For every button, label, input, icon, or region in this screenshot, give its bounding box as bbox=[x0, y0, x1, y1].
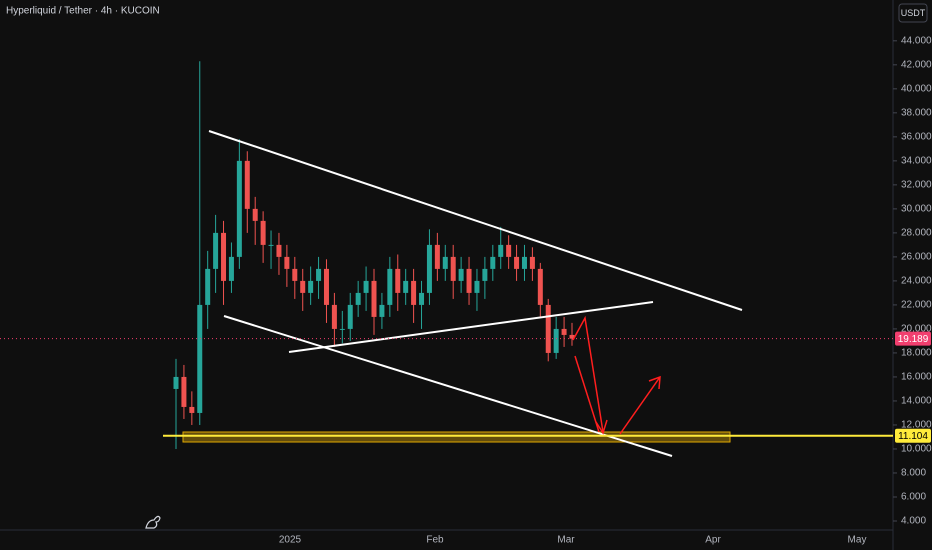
y-tick-label: 44.000 bbox=[901, 35, 932, 46]
trendline bbox=[223, 315, 673, 457]
x-tick-label: Mar bbox=[557, 535, 575, 546]
trendline bbox=[208, 130, 743, 311]
arrow bbox=[619, 376, 661, 435]
candle-body bbox=[339, 328, 345, 330]
y-tick-label: 36.000 bbox=[901, 131, 932, 142]
candle-body bbox=[284, 256, 290, 269]
candle-body bbox=[331, 304, 337, 329]
candle-body bbox=[252, 208, 258, 221]
currency-button[interactable] bbox=[898, 3, 928, 23]
candle-body bbox=[553, 328, 559, 353]
candle-body bbox=[561, 328, 567, 335]
y-tick-label: 34.000 bbox=[901, 156, 932, 167]
x-tick-label: Apr bbox=[705, 535, 721, 546]
y-tick-label: 16.000 bbox=[901, 372, 932, 383]
candle-body bbox=[205, 268, 211, 305]
candle-body bbox=[545, 304, 551, 353]
y-tick-label: 10.000 bbox=[901, 444, 932, 455]
candle-body bbox=[363, 280, 369, 293]
candle-body bbox=[411, 280, 417, 305]
candle-body bbox=[474, 280, 480, 293]
candle-body bbox=[228, 256, 234, 281]
candle-body bbox=[450, 256, 456, 281]
candle-body bbox=[197, 304, 203, 413]
support-zone bbox=[182, 431, 731, 443]
candle-body bbox=[371, 280, 377, 317]
candle-body bbox=[569, 334, 575, 339]
candle-body bbox=[189, 406, 195, 413]
last-price-tag bbox=[895, 331, 931, 346]
candle-body bbox=[323, 268, 329, 305]
y-tick-label: 22.000 bbox=[901, 300, 932, 311]
candle-body bbox=[292, 268, 298, 281]
y-tick-label: 28.000 bbox=[901, 228, 932, 239]
candle-body bbox=[490, 256, 496, 269]
candle-body bbox=[316, 268, 322, 281]
candle-body bbox=[458, 268, 464, 281]
candle-body bbox=[173, 376, 179, 389]
y-tick-label: 38.000 bbox=[901, 107, 932, 118]
y-tick-label: 8.000 bbox=[901, 468, 926, 479]
y-tick-label: 26.000 bbox=[901, 252, 932, 263]
y-tick-label: 18.000 bbox=[901, 348, 932, 359]
y-tick-label: 12.000 bbox=[901, 420, 932, 431]
candle-body bbox=[419, 292, 425, 305]
candle-body bbox=[403, 280, 409, 293]
candle-body bbox=[506, 244, 512, 257]
arrow bbox=[572, 315, 604, 433]
chart-title: Hyperliquid / Tether · 4h · KUCOIN bbox=[6, 6, 160, 17]
x-tick-label: 2025 bbox=[279, 535, 302, 546]
y-tick-label: 20.000 bbox=[901, 324, 932, 335]
candle-body bbox=[529, 256, 535, 269]
x-tick-label: May bbox=[848, 535, 867, 546]
y-tick-label: 32.000 bbox=[901, 180, 932, 191]
candle-body bbox=[521, 256, 527, 269]
candle-body bbox=[181, 376, 187, 407]
candle-body bbox=[387, 268, 393, 305]
currency-label: USDT bbox=[901, 8, 926, 18]
y-tick-label: 6.000 bbox=[901, 492, 926, 503]
y-tick-label: 14.000 bbox=[901, 396, 932, 407]
trendline bbox=[288, 301, 654, 353]
logo[interactable] bbox=[145, 515, 161, 529]
arrowhead bbox=[595, 419, 608, 435]
candle-body bbox=[221, 232, 227, 281]
level-label: 11.104 bbox=[898, 431, 928, 442]
candles bbox=[173, 61, 575, 449]
level-tag bbox=[895, 428, 931, 443]
candle-body bbox=[434, 244, 440, 269]
candle-body bbox=[244, 160, 250, 209]
candle-body bbox=[355, 292, 361, 305]
candle-body bbox=[466, 268, 472, 293]
y-tick-label: 30.000 bbox=[901, 204, 932, 215]
y-tick-label: 42.000 bbox=[901, 59, 932, 70]
candle-body bbox=[426, 244, 432, 293]
arrow bbox=[574, 355, 600, 433]
candle-body bbox=[213, 232, 219, 269]
candle-body bbox=[379, 304, 385, 317]
candle-body bbox=[514, 256, 520, 269]
candle-body bbox=[482, 268, 488, 281]
candle-body bbox=[236, 160, 242, 257]
candle-body bbox=[498, 244, 504, 257]
drawings bbox=[182, 130, 743, 457]
candle-body bbox=[308, 280, 314, 293]
last-price-label: 19.189 bbox=[898, 334, 929, 345]
y-tick-label: 40.000 bbox=[901, 83, 932, 94]
y-tick-label: 4.000 bbox=[901, 516, 926, 527]
y-tick-label: 24.000 bbox=[901, 276, 932, 287]
candle-body bbox=[300, 280, 306, 293]
x-tick-label: Feb bbox=[426, 535, 444, 546]
candle-body bbox=[537, 268, 543, 305]
candle-body bbox=[268, 244, 274, 246]
candle-body bbox=[347, 304, 353, 329]
candle-body bbox=[260, 220, 266, 245]
arrowhead bbox=[648, 375, 661, 390]
candle-body bbox=[395, 268, 401, 293]
candle-body bbox=[276, 244, 282, 257]
candle-body bbox=[442, 256, 448, 269]
